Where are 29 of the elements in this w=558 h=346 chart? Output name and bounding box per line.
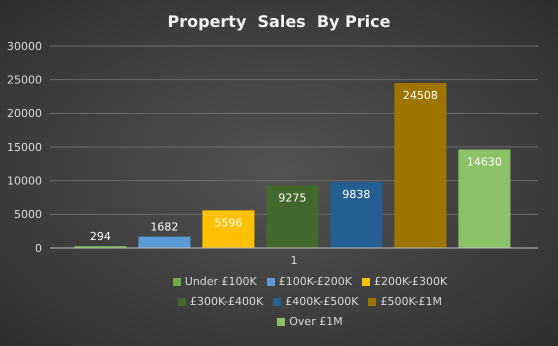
chart-title: Property Sales By Price: [166, 12, 392, 31]
data-label: 14630: [466, 155, 502, 168]
data-label: 5596: [214, 216, 242, 230]
bar: [394, 82, 446, 248]
bar: [138, 236, 190, 248]
data-label: 24508: [402, 88, 438, 102]
y-tick-label: 20000: [7, 107, 42, 120]
y-tick-label: 30000: [7, 40, 42, 53]
legend-label: £100K-£200K: [278, 275, 352, 288]
legend-label: Over £1M: [289, 315, 343, 328]
data-label: 1682: [150, 220, 178, 234]
legend-label: £400K-£500K: [285, 295, 358, 308]
data-label: 294: [90, 230, 111, 244]
y-tick-label: 0: [35, 242, 42, 255]
bar: [458, 149, 510, 248]
data-label: 9275: [278, 192, 306, 205]
y-tick-label: 25000: [7, 74, 42, 87]
bar: [330, 182, 382, 248]
bar: [266, 186, 318, 248]
legend-label: £500K-£1M: [380, 295, 442, 308]
y-tick-label: 5000: [14, 208, 42, 222]
legend-label: Under £100K: [184, 275, 257, 288]
legend-label: £300K-£400K: [190, 295, 264, 308]
x-tick-label: 1: [290, 254, 298, 267]
legend-label: £200K-£300K: [374, 275, 448, 288]
y-tick-label: 15000: [7, 140, 42, 154]
bar: [202, 210, 254, 248]
y-tick-label: 10000: [7, 174, 42, 188]
data-label: 9838: [342, 188, 370, 201]
